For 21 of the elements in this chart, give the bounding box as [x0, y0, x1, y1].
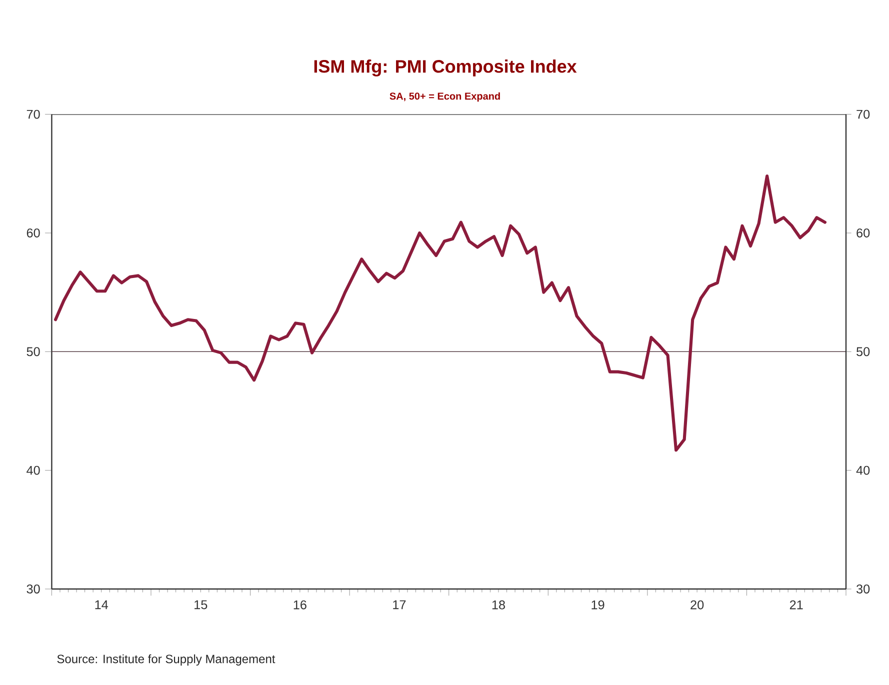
- y2-tick-label: 60: [856, 228, 870, 238]
- y2-tick-label: 30: [856, 584, 870, 594]
- chart-title: ISM Mfg: PMI Composite Index: [314, 60, 577, 76]
- y-tick-label: 30: [26, 584, 40, 594]
- x-tick-label: 20: [690, 600, 704, 610]
- x-tick-label: 21: [790, 600, 803, 610]
- y2-tick-label: 50: [856, 347, 870, 356]
- x-tick-label: 15: [194, 600, 208, 610]
- y-tick-label: 60: [26, 228, 40, 238]
- x-tick-label: 17: [393, 600, 406, 610]
- x-tick-label: 16: [294, 600, 306, 610]
- y-tick-label: 40: [26, 466, 40, 475]
- y2-tick-label: 40: [856, 466, 870, 475]
- x-tick-label: 19: [592, 600, 604, 610]
- chart-subtitle: SA, 50+ = Econ Expand: [390, 92, 500, 102]
- source-note: Source: Institute for Supply Management: [57, 654, 276, 666]
- x-tick-label: 14: [95, 600, 108, 610]
- y-tick-label: 70: [26, 110, 40, 119]
- x-tick-label: 18: [492, 600, 505, 610]
- y2-tick-label: 70: [856, 110, 870, 119]
- y-tick-label: 50: [26, 347, 40, 356]
